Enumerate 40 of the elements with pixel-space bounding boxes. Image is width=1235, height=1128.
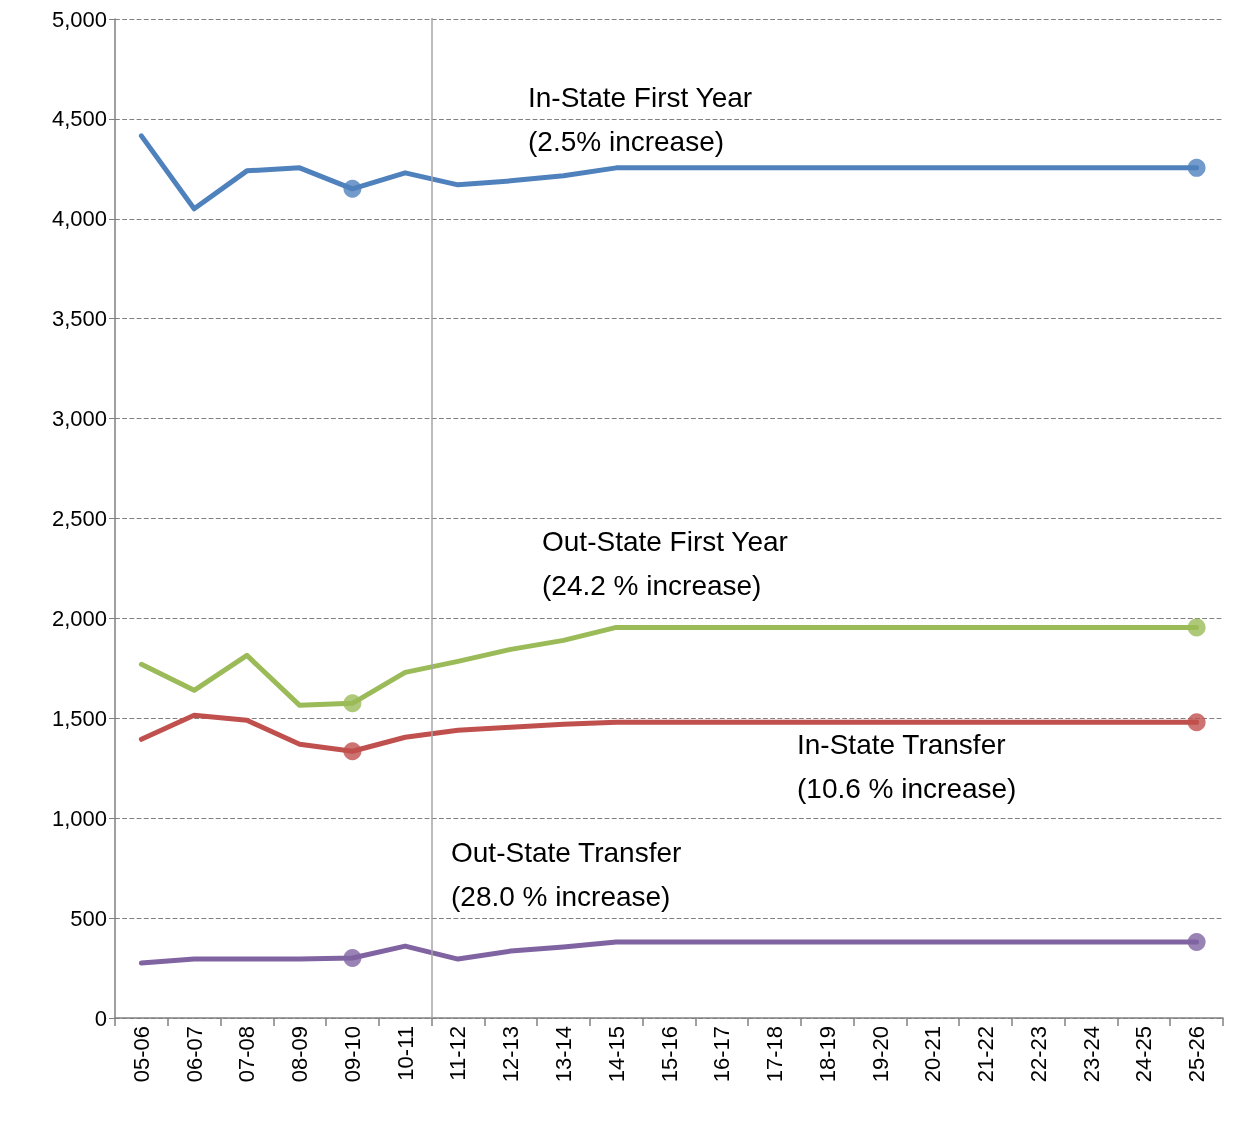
text: Out-State First Year: [542, 525, 788, 557]
x-tick-label: 23-24: [1078, 1026, 1104, 1083]
x-tick-label: 21-22: [973, 1026, 999, 1083]
y-tick-label: 4,500: [51, 106, 107, 132]
text: Out-State Transfer: [451, 836, 682, 868]
y-tick-label: 3,500: [51, 306, 107, 332]
annotation: (2.5% increase): [528, 125, 725, 157]
x-tick-label: 09-10: [339, 1026, 365, 1083]
x-tick-label: 17-18: [762, 1026, 788, 1083]
annotation: (28.0 % increase): [451, 880, 671, 912]
x-tick-label: 19-20: [867, 1026, 893, 1083]
y-tick-label: 2,500: [51, 506, 107, 531]
series-label: In-State Transfer: [797, 728, 1006, 760]
y-tick-label: 4,000: [51, 206, 107, 232]
x-tick-label: 15-16: [656, 1026, 682, 1083]
x-tick-label: 12-13: [498, 1026, 524, 1083]
x-tick-label: 11-12: [445, 1026, 471, 1081]
y-tick-label: 5,000: [51, 6, 107, 32]
annotation: (10.6 % increase): [797, 772, 1017, 804]
x-tick-label: 05-06: [128, 1026, 154, 1083]
annotation: (24.2 % increase): [542, 569, 762, 601]
y-tick-label: 3,000: [51, 406, 107, 432]
x-tick-label: 07-08: [234, 1026, 260, 1083]
y-tick-label: 500: [70, 905, 107, 931]
x-tick-label: 16-17: [709, 1026, 735, 1083]
y-tick-label: 1,000: [51, 805, 107, 831]
x-tick-label: 08-09: [287, 1026, 313, 1083]
x-tick-label: 14-15: [603, 1026, 629, 1083]
y-tick-label: 0: [94, 1005, 107, 1031]
x-tick-label: 20-21: [920, 1026, 946, 1083]
x-tick-label: 18-19: [814, 1026, 840, 1083]
x-tick-label: 10-11: [392, 1026, 418, 1081]
x-tick-label: 24-25: [1131, 1026, 1157, 1083]
series-label: In-State First Year: [528, 81, 753, 113]
x-tick-label: 25-26: [1184, 1026, 1210, 1083]
x-tick-label: 13-14: [550, 1026, 576, 1083]
y-tick-label: 1,500: [51, 705, 107, 731]
y-tick-label: 2,000: [51, 605, 107, 631]
x-tick-label: 22-23: [1025, 1026, 1051, 1083]
x-tick-label: 06-07: [181, 1026, 207, 1083]
